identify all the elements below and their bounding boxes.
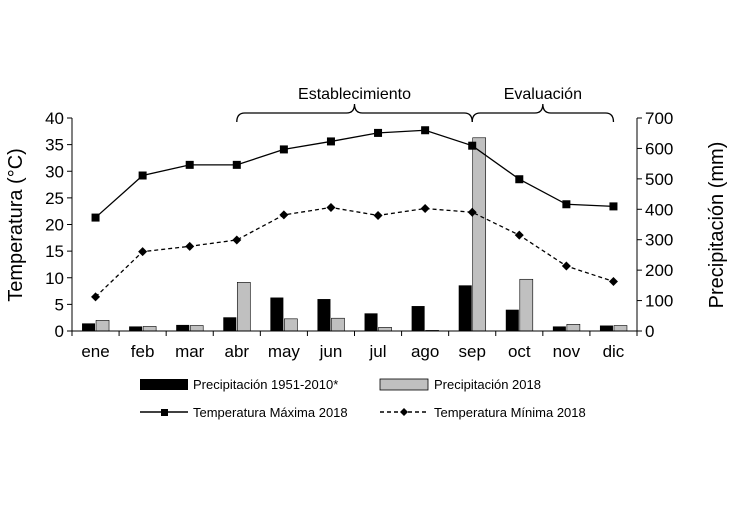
y-left-tick-label: 30 xyxy=(45,162,64,181)
line-tmax xyxy=(95,129,614,219)
legend-marker-tmin xyxy=(400,408,408,416)
y-left-tick-label: 5 xyxy=(55,295,64,314)
y-left-tick-label: 40 xyxy=(45,109,64,128)
x-tick-label-jul: jul xyxy=(369,342,387,361)
y-left-tick-label: 25 xyxy=(45,189,64,208)
bar-precip-2018-abr xyxy=(236,282,251,332)
period-label-evaluacion: Evaluación xyxy=(504,86,582,103)
x-tick-label-nov: nov xyxy=(553,342,581,361)
bar-precip-2018-ene xyxy=(95,320,110,332)
axes-layer: 05101520253035400100200300400500600700en… xyxy=(45,109,673,361)
marker-tmin-feb xyxy=(138,247,148,257)
marker-tmax-sep xyxy=(468,141,477,150)
y-right-axis-title: Precipitación (mm) xyxy=(706,142,728,309)
legend: Precipitación 1951-2010* Precipitación 2… xyxy=(140,377,586,420)
marker-tmax-may xyxy=(279,145,288,154)
bars-layer xyxy=(82,137,628,332)
bar-precip-historic-oct xyxy=(505,309,519,331)
x-tick-label-may: may xyxy=(268,342,301,361)
y-left-axis-title: Temperatura (°C) xyxy=(5,148,27,302)
y-right-tick-label: 200 xyxy=(645,261,673,280)
bar-precip-2018-dic xyxy=(613,325,628,332)
marker-tmax-nov xyxy=(562,200,571,209)
y-right-tick-label: 600 xyxy=(645,139,673,158)
marker-tmin-may xyxy=(279,210,289,220)
x-tick-label-jun: jun xyxy=(319,342,343,361)
bar-precip-2018-may xyxy=(284,318,298,332)
bar-precip-2018-jul xyxy=(378,327,392,332)
y-right-tick-label: 700 xyxy=(645,109,673,128)
bar-precip-historic-ago xyxy=(411,306,425,331)
bar-precip-historic-dic xyxy=(599,325,613,331)
bar-precip-historic-feb xyxy=(129,326,143,331)
bar-precip-2018-oct xyxy=(519,278,534,332)
bar-precip-2018-sep xyxy=(472,137,487,332)
x-tick-label-abr: abr xyxy=(225,342,250,361)
marker-tmax-mar xyxy=(185,160,194,169)
marker-tmin-oct xyxy=(514,230,524,240)
y-right-tick-label: 0 xyxy=(645,322,654,341)
y-right-tick-label: 400 xyxy=(645,200,673,219)
x-tick-label-ene: ene xyxy=(81,342,109,361)
x-tick-label-oct: oct xyxy=(508,342,531,361)
marker-tmax-ene xyxy=(91,213,100,222)
bar-precip-historic-mar xyxy=(176,324,190,331)
y-left-tick-label: 35 xyxy=(45,136,64,155)
y-left-tick-label: 0 xyxy=(55,322,64,341)
marker-tmin-nov xyxy=(561,261,571,271)
marker-tmin-ene xyxy=(91,292,101,302)
bar-precip-historic-may xyxy=(270,297,284,331)
bar-precip-historic-ene xyxy=(82,323,96,331)
y-left-tick-label: 15 xyxy=(45,242,64,261)
legend-label-tmin: Temperatura Mínima 2018 xyxy=(434,405,586,420)
legend-swatch-precip-historic xyxy=(140,379,188,390)
legend-marker-tmax xyxy=(161,409,168,416)
period-brace-establecimiento xyxy=(236,103,473,123)
period-label-establecimiento: Establecimiento xyxy=(298,86,411,103)
bar-precip-historic-jun xyxy=(317,299,331,331)
period-brackets: Establecimiento Evaluación xyxy=(236,86,615,123)
bar-precip-historic-jul xyxy=(364,313,378,331)
bar-precip-2018-nov xyxy=(566,324,581,332)
marker-tmin-ago xyxy=(420,204,430,214)
bar-precip-historic-abr xyxy=(223,317,237,331)
marker-tmin-mar xyxy=(185,241,195,251)
marker-tmin-dic xyxy=(608,276,618,286)
legend-label-precip-historic: Precipitación 1951-2010* xyxy=(193,377,338,392)
legend-label-precip-2018: Precipitación 2018 xyxy=(434,377,541,392)
marker-tmin-sep xyxy=(467,207,477,217)
bar-precip-historic-nov xyxy=(552,326,566,331)
bar-precip-2018-feb xyxy=(142,326,157,332)
legend-swatch-precip-2018 xyxy=(379,378,429,391)
bar-precip-historic-sep xyxy=(458,285,472,331)
bar-precip-2018-mar xyxy=(189,325,204,332)
marker-tmax-dic xyxy=(609,202,618,211)
bar-precip-2018-jun xyxy=(331,317,345,332)
marker-tmax-oct xyxy=(515,175,524,184)
marker-tmax-feb xyxy=(138,171,147,180)
period-brace-evaluacion xyxy=(471,103,615,123)
x-tick-label-ago: ago xyxy=(411,342,439,361)
marker-tmin-jul xyxy=(373,210,383,220)
y-right-tick-label: 300 xyxy=(645,231,673,250)
marker-tmax-ago xyxy=(421,126,430,135)
x-tick-label-sep: sep xyxy=(458,342,485,361)
lines-layer xyxy=(91,126,618,302)
x-tick-label-mar: mar xyxy=(175,342,205,361)
y-left-tick-label: 20 xyxy=(45,216,64,235)
marker-tmin-abr xyxy=(232,235,242,245)
marker-tmin-jun xyxy=(326,202,336,212)
y-left-tick-label: 10 xyxy=(45,269,64,288)
marker-tmax-jul xyxy=(374,128,383,137)
marker-tmax-abr xyxy=(232,160,241,169)
x-tick-label-feb: feb xyxy=(131,342,155,361)
y-right-tick-label: 100 xyxy=(645,292,673,311)
marker-tmax-jun xyxy=(326,137,335,146)
line-tmin xyxy=(95,206,614,298)
legend-label-tmax: Temperatura Máxima 2018 xyxy=(193,405,348,420)
x-tick-label-dic: dic xyxy=(603,342,625,361)
y-right-tick-label: 500 xyxy=(645,170,673,189)
